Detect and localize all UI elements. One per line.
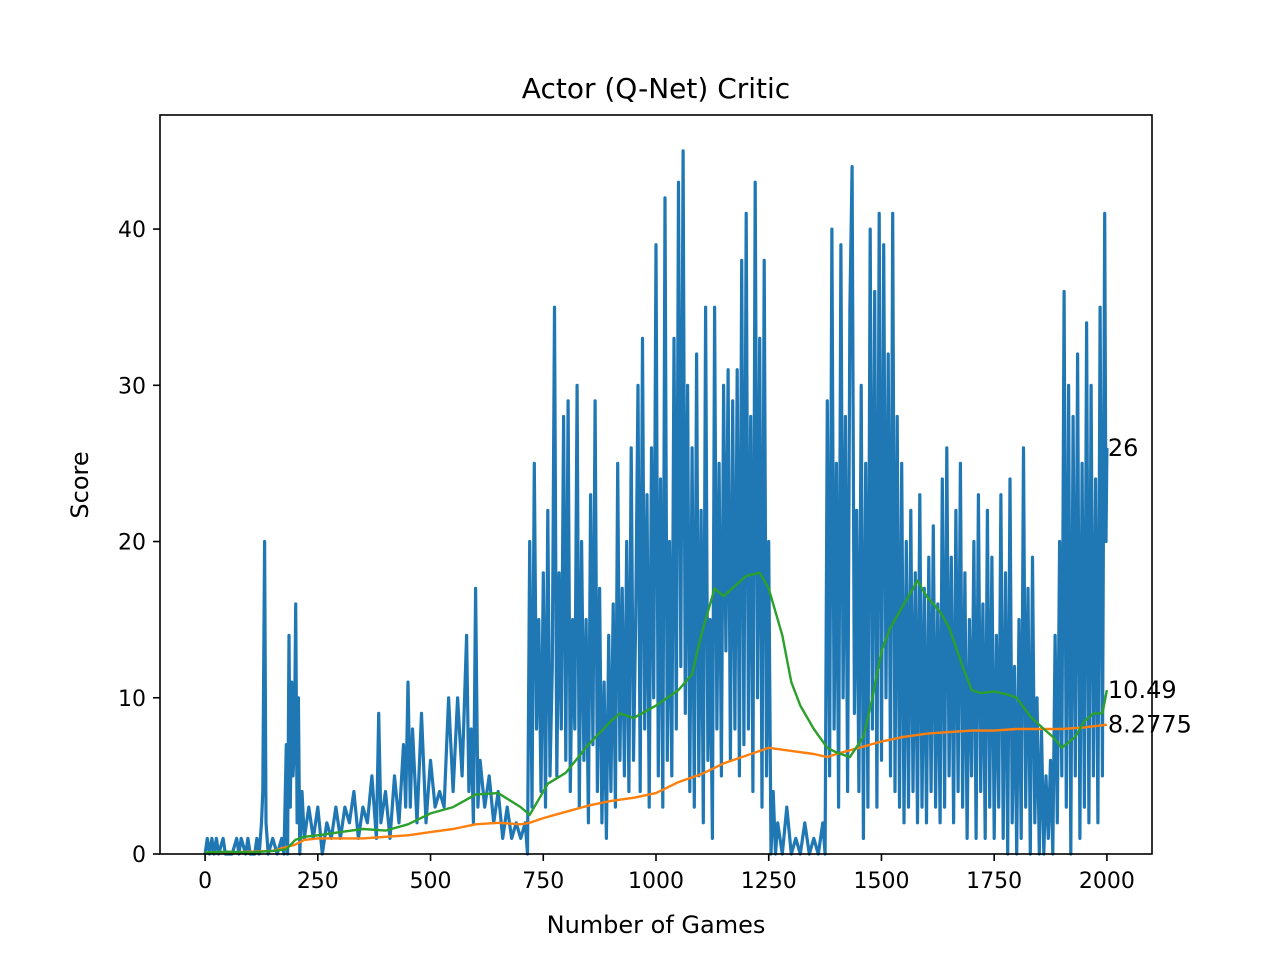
x-tick-label: 1500 (853, 869, 909, 894)
x-tick-label: 2000 (1079, 869, 1135, 894)
end-value-label: 8.2775 (1108, 711, 1192, 739)
y-tick-label: 10 (118, 687, 146, 712)
x-axis-label: Number of Games (547, 911, 766, 939)
plot-area (203, 149, 1109, 856)
x-tick-label: 500 (410, 869, 452, 894)
x-axis: 0 250 500 750 1000 1250 1500 1750 2000 (198, 854, 1135, 894)
y-tick-label: 0 (132, 843, 146, 868)
x-tick-label: 1250 (741, 869, 797, 894)
y-axis: 0 10 20 30 40 (118, 218, 160, 868)
chart-title: Actor (Q-Net) Critic (522, 72, 790, 105)
x-tick-label: 750 (522, 869, 564, 894)
series-line-moving-average (205, 571, 1109, 854)
end-value-label: 26 (1108, 434, 1139, 462)
series-line-cumulative-mean (205, 723, 1108, 854)
x-tick-label: 250 (297, 869, 339, 894)
y-tick-label: 30 (118, 374, 146, 399)
end-value-label: 10.49 (1108, 676, 1177, 704)
x-tick-label: 1750 (966, 869, 1022, 894)
y-tick-label: 40 (118, 218, 146, 243)
y-axis-label: Score (66, 451, 94, 518)
x-tick-label: 1000 (628, 869, 684, 894)
y-tick-label: 20 (118, 531, 146, 556)
plot-frame (159, 114, 1153, 855)
end-value-labels: 26 10.49 8.2775 (1108, 434, 1192, 739)
x-tick-label: 0 (198, 869, 212, 894)
